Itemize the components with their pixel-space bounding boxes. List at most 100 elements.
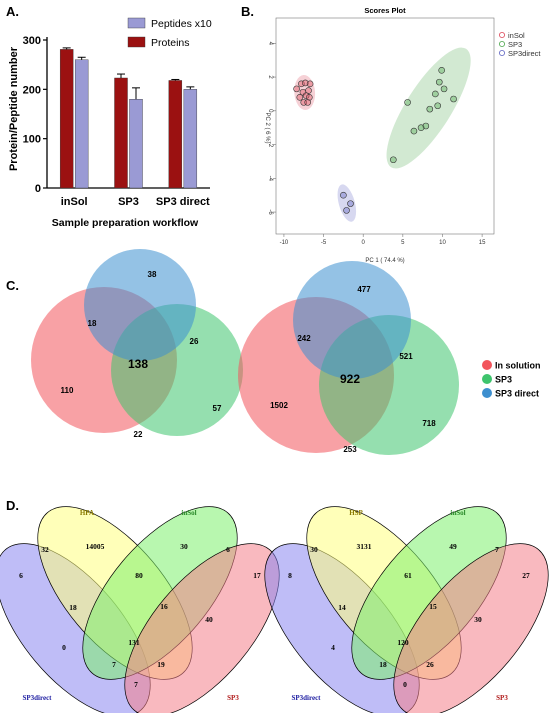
venn-set-label: HSP — [349, 509, 363, 517]
bar-peptides-x10 — [183, 89, 198, 189]
y-tick-label: -2 — [267, 142, 273, 148]
venn-region-count: 131 — [128, 638, 140, 647]
venn-region-count: 15 — [429, 602, 437, 611]
venn-set-label: inSol — [181, 509, 196, 517]
venn-region-count: 6 — [226, 545, 230, 554]
legend-label: SP3 — [508, 40, 522, 49]
point-sp3 — [404, 99, 411, 106]
y-tick-label: -4 — [267, 176, 273, 182]
venn-region-count: 120 — [397, 638, 409, 647]
x-tick-label: 15 — [479, 240, 486, 246]
venn-region-count: 18 — [69, 603, 77, 612]
legend-marker — [498, 31, 506, 39]
venn-circle-sp3-direct — [293, 261, 411, 379]
venn-set-label: SP3direct — [291, 694, 321, 702]
point-insol — [302, 79, 309, 87]
venn-region-count: 110 — [61, 386, 74, 395]
bar-peptides-x10 — [129, 98, 143, 189]
venn-set-label: SP3direct — [22, 694, 52, 702]
legend-label: inSol — [508, 31, 525, 40]
chart-title: Scores Plot — [364, 6, 406, 15]
venn-region-count: 3131 — [357, 542, 372, 551]
point-insol — [302, 92, 310, 99]
x-axis-label: Sample preparation workflow — [52, 217, 199, 229]
x-tick-label: inSol — [61, 196, 88, 208]
point-sp3 — [438, 67, 445, 74]
venn-region-count: 7 — [495, 545, 499, 554]
point-sp3 — [434, 102, 442, 110]
venn-peptides: 1502 718 477 253 242 521 922 — [238, 261, 459, 455]
bar-peptides-x10 — [74, 59, 89, 189]
venn-region-count: 7 — [134, 680, 138, 689]
panel-label-a: A. — [6, 4, 19, 19]
venn-set-label: SP3 — [496, 694, 508, 702]
venn-region-count: 17 — [253, 571, 261, 580]
venn-region-count: 22 — [134, 430, 143, 439]
y-tick-label: 200 — [23, 84, 41, 96]
venn-region-count: 80 — [135, 571, 143, 580]
legend-label: SP3direct — [508, 49, 541, 58]
y-tick-label: 300 — [23, 35, 41, 47]
venn-region-count: 14 — [338, 603, 346, 612]
point-sp3 — [436, 78, 443, 86]
venn-region-count: 477 — [357, 285, 371, 294]
venn-four-set-panel: D. SP3direct HPA inSol SP3 6 14005 30 17 32 80 6 18… — [0, 498, 549, 713]
venn-region-count: 718 — [422, 419, 436, 428]
y-tick-label: 4 — [267, 42, 273, 46]
pca-scores-plot: B. Scores Plot -10 -5 0 5 10 15 -6 -4 -2 0 2 4 PC 1… — [241, 4, 541, 264]
venn-region-count: 57 — [213, 404, 222, 413]
venn-region-count: 27 — [522, 571, 530, 580]
venn4-hsp: SP3direct HSP inSol SP3 8 3131 49 27 30 61 7 14 15 30… — [264, 506, 549, 713]
venn-region-count: 242 — [297, 334, 311, 343]
venn-circle-sp3-direct — [84, 249, 196, 361]
venn-region-count: 0 — [403, 680, 407, 689]
venn-region-count: 14005 — [86, 542, 105, 551]
legend-swatch — [482, 388, 492, 398]
legend-label: Proteins — [151, 37, 190, 49]
venn-region-count: 61 — [404, 571, 412, 580]
venn-region-count: 6 — [19, 571, 23, 580]
venn-region-count: 32 — [41, 545, 49, 554]
x-axis-label: PC 1 ( 74.4 %) — [365, 258, 404, 264]
point-sp3direct — [340, 191, 347, 199]
legend-label: SP3 direct — [495, 389, 539, 399]
legend-label: In solution — [495, 361, 541, 371]
venn-region-count: 30 — [474, 615, 482, 624]
venn-region-count: 16 — [160, 602, 168, 611]
venn-region-count: 922 — [340, 372, 360, 386]
legend-label: SP3 — [495, 375, 512, 385]
bar-legend: Peptides x10 Proteins — [127, 17, 212, 49]
point-insol — [293, 85, 300, 93]
x-tick-label: SP3 — [118, 196, 139, 208]
venn-region-count: 30 — [310, 545, 318, 554]
panel-label-d: D. — [6, 498, 19, 513]
x-tick-label: -10 — [280, 240, 289, 246]
legend-swatch — [482, 360, 492, 370]
point-sp3 — [390, 156, 397, 164]
venn-three-set-panel: C. 110 57 38 22 18 26 138 1502 718 477 253 242 521 9… — [6, 249, 541, 455]
legend-marker — [498, 49, 506, 57]
venn-region-count: 253 — [343, 445, 357, 454]
venn-region-count: 7 — [112, 660, 116, 669]
point-sp3direct — [347, 200, 354, 207]
venn-set-label: HPA — [80, 509, 94, 517]
x-tick-label: SP3 direct — [156, 196, 210, 208]
x-tick-label: -5 — [321, 240, 327, 246]
point-sp3 — [426, 105, 434, 113]
venn-set-label: inSol — [450, 509, 465, 517]
legend-swatch — [127, 17, 146, 29]
venn4-hpa: SP3direct HPA inSol SP3 6 14005 30 17 32 80 6 18 16 4… — [0, 506, 280, 713]
point-sp3 — [450, 95, 457, 103]
venn-ellipse-sp3 — [124, 543, 280, 713]
venn-region-count: 138 — [128, 357, 148, 371]
x-tick-label: 0 — [362, 240, 366, 246]
venn-proteins: 110 57 38 22 18 26 138 — [31, 249, 243, 439]
point-insol — [296, 94, 304, 101]
venn-legend: In solution SP3 SP3 direct — [482, 360, 541, 399]
y-tick-label: -6 — [267, 209, 273, 215]
venn-region-count: 30 — [180, 542, 188, 551]
confidence-ellipse-sp3 — [386, 47, 471, 169]
legend-swatch — [127, 36, 146, 48]
